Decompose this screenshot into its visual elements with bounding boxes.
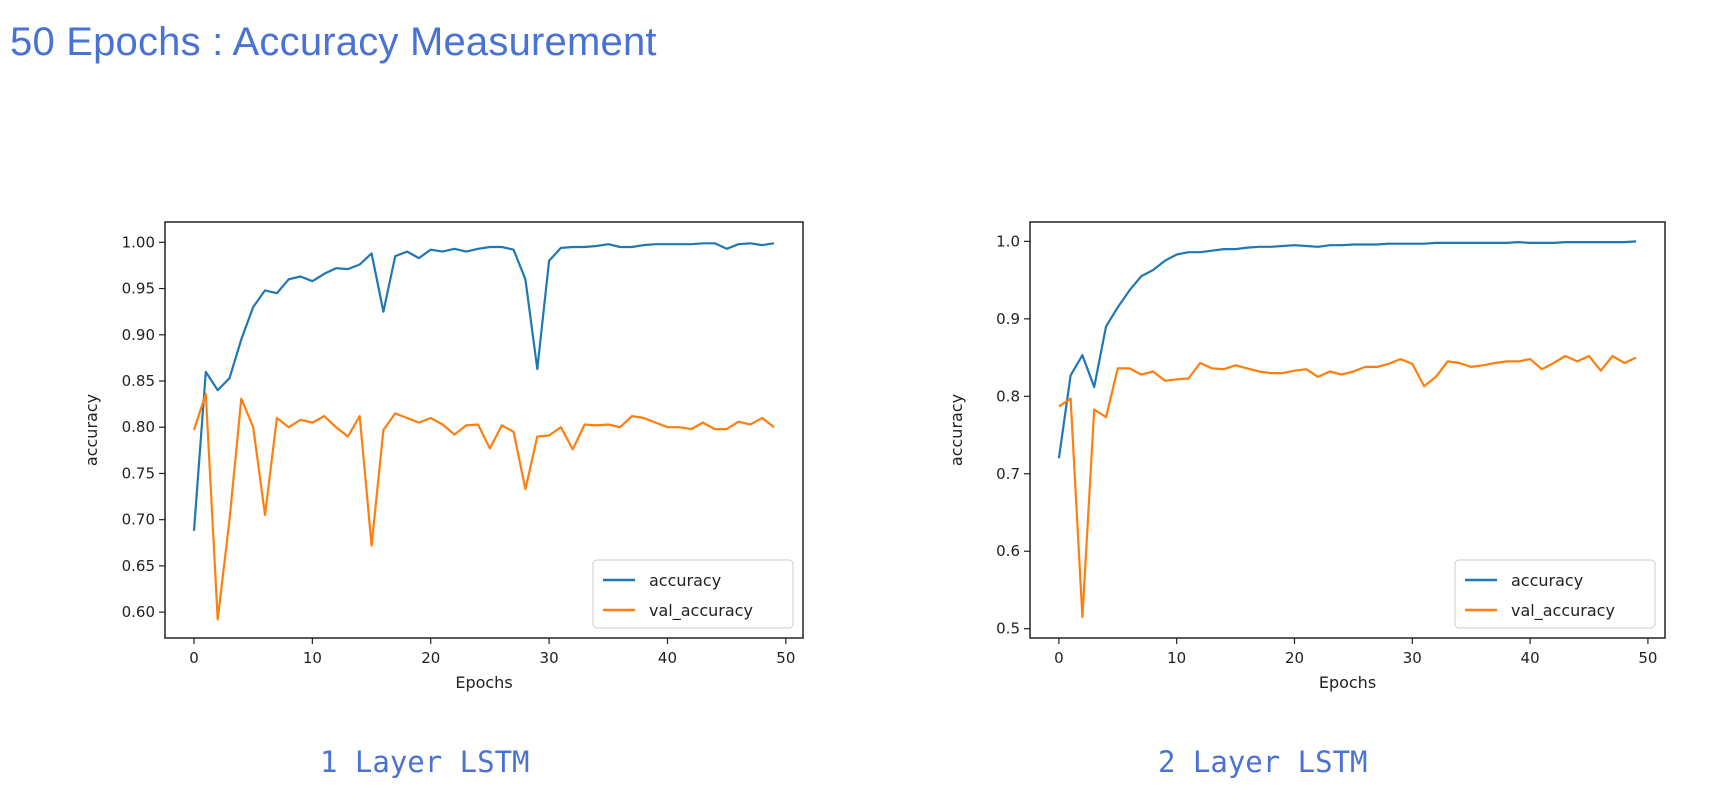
y-tick-label: 0.60 xyxy=(122,603,155,621)
legend-label-accuracy: accuracy xyxy=(649,571,721,590)
y-axis-label: accuracy xyxy=(82,394,101,466)
x-axis-label: Epochs xyxy=(1319,673,1376,692)
y-tick-label: 0.7 xyxy=(996,465,1020,483)
legend-box xyxy=(592,559,794,629)
x-tick-label: 0 xyxy=(189,649,199,667)
y-tick-label: 0.5 xyxy=(996,620,1020,638)
y-tick-label: 1.00 xyxy=(122,233,155,251)
chart-1-layer-lstm: 0 10 20 30 40 50 0.60 0.65 0.70 0.75 0.80 0.85 0.90 0… xyxy=(82,221,804,692)
x-tick-label: 50 xyxy=(776,649,795,667)
series-line-val_accuracy xyxy=(192,392,775,621)
plot-frame xyxy=(1029,221,1666,639)
x-tick-label: 20 xyxy=(1285,649,1304,667)
x-tick-label: 20 xyxy=(421,649,440,667)
x-tick-label: 10 xyxy=(303,649,322,667)
legend-box xyxy=(1454,559,1656,629)
series-line-accuracy xyxy=(1057,240,1637,459)
y-tick-label: 0.8 xyxy=(996,387,1020,405)
x-tick-label: 0 xyxy=(1054,649,1064,667)
legend: accuracy val_accuracy xyxy=(1454,559,1656,629)
x-axis-label: Epochs xyxy=(455,673,512,692)
x-tick-label: 40 xyxy=(1521,649,1540,667)
series-line-accuracy xyxy=(192,242,775,531)
y-tick-label: 0.95 xyxy=(122,280,155,298)
legend-label-accuracy: accuracy xyxy=(1511,571,1583,590)
slide-title: 50 Epochs : Accuracy Measurement xyxy=(10,20,657,64)
y-tick-label: 0.80 xyxy=(122,418,155,436)
y-tick-label: 0.6 xyxy=(996,542,1020,560)
series-line-val_accuracy xyxy=(1058,354,1637,619)
plot-frame xyxy=(164,221,804,639)
y-tick-label: 0.65 xyxy=(122,557,155,575)
caption-1-layer-lstm: 1 Layer LSTM xyxy=(320,745,530,779)
caption-2-layer-lstm: 2 Layer LSTM xyxy=(1158,745,1368,779)
x-tick-label: 40 xyxy=(658,649,677,667)
y-tick-label: 0.70 xyxy=(122,511,155,529)
x-tick-label: 30 xyxy=(540,649,559,667)
legend-label-val_accuracy: val_accuracy xyxy=(649,601,753,621)
y-tick-label: 0.90 xyxy=(122,326,155,344)
legend-label-val_accuracy: val_accuracy xyxy=(1511,601,1615,621)
legend: accuracy val_accuracy xyxy=(592,559,794,629)
x-tick-label: 30 xyxy=(1403,649,1422,667)
y-tick-label: 0.75 xyxy=(122,464,155,482)
chart-2-layer-lstm: 0 10 20 30 40 50 0.5 0.6 0.7 0.8 0.9 1.0 Epochs accur… xyxy=(947,221,1666,692)
y-tick-label: 0.9 xyxy=(996,310,1020,328)
x-tick-label: 50 xyxy=(1638,649,1657,667)
y-axis-label: accuracy xyxy=(947,394,966,466)
x-tick-label: 10 xyxy=(1167,649,1186,667)
y-tick-label: 1.0 xyxy=(996,232,1020,250)
y-tick-label: 0.85 xyxy=(122,372,155,390)
